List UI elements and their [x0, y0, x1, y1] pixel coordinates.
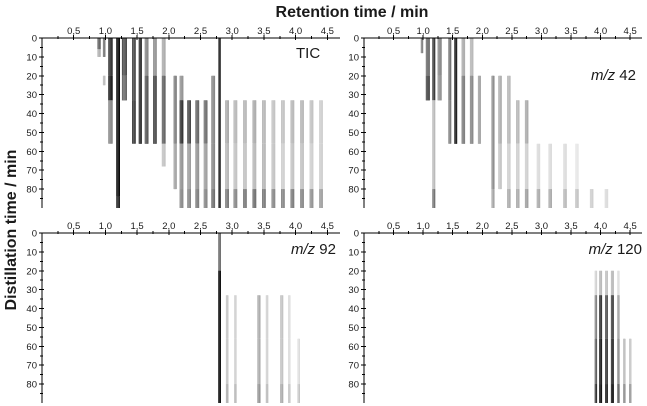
panels-group: 0,5 1,0 1,5 2,0 2,5 3,0 3,5 4,0 4,5 0 10 20 30 40 50 60… — [26, 26, 642, 403]
y-tick-label: 50 — [26, 323, 37, 334]
x-tick-label: 2,0 — [476, 221, 489, 232]
x-tick-label: 4,5 — [624, 26, 637, 37]
y-tick-label: 80 — [348, 380, 359, 391]
x-tick-label: 2,5 — [194, 221, 207, 232]
y-tick-label: 30 — [26, 285, 37, 296]
x-tick-label: 2,5 — [194, 26, 207, 37]
y-tick-label: 70 — [26, 361, 37, 372]
y-tick-label: 20 — [348, 266, 359, 277]
y-tick-label: 20 — [348, 71, 359, 82]
x-tick-label: 3,0 — [535, 221, 548, 232]
x-tick-label: 3,0 — [535, 26, 548, 37]
x-tick-label: 1,0 — [417, 221, 430, 232]
y-tick-label: 40 — [348, 304, 359, 315]
x-tick-label: 3,5 — [564, 26, 577, 37]
x-tick-label: 1,0 — [417, 26, 430, 37]
y-tick-label: 70 — [348, 361, 359, 372]
y-tick-label: 0 — [32, 34, 37, 45]
panel-label: m/z 120 — [589, 241, 642, 258]
x-tick-label: 1,0 — [99, 221, 112, 232]
y-tick-label: 40 — [26, 109, 37, 120]
x-tick-label: 0,5 — [387, 221, 400, 232]
y-tick-label: 40 — [26, 304, 37, 315]
x-tick-label: 3,5 — [564, 221, 577, 232]
x-tick-label: 1,5 — [130, 26, 143, 37]
x-tick-label: 4,0 — [289, 221, 302, 232]
y-tick-label: 60 — [26, 147, 37, 158]
y-tick-label: 20 — [26, 266, 37, 277]
y-tick-label: 50 — [348, 323, 359, 334]
x-tick-label: 4,0 — [594, 221, 607, 232]
panel-m-z-92: 0,5 1,0 1,5 2,0 2,5 3,0 3,5 4,0 4,5 0 10 20 30 40 50 60… — [26, 221, 340, 403]
x-tick-label: 1,0 — [99, 26, 112, 37]
x-tick-label: 1,5 — [446, 221, 459, 232]
x-tick-label: 4,0 — [289, 26, 302, 37]
x-tick-label: 2,5 — [505, 26, 518, 37]
y-tick-label: 50 — [26, 128, 37, 139]
panel-label: m/z 42 — [591, 67, 636, 84]
x-tick-label: 2,0 — [162, 26, 175, 37]
y-tick-label: 10 — [348, 52, 359, 63]
x-tick-label: 4,5 — [321, 221, 334, 232]
y-tick-label: 10 — [26, 52, 37, 63]
panel-label: TIC — [296, 45, 320, 62]
x-tick-label: 2,0 — [162, 221, 175, 232]
y-tick-label: 70 — [348, 166, 359, 177]
x-tick-label: 3,5 — [257, 26, 270, 37]
x-tick-label: 0,5 — [387, 26, 400, 37]
y-axis-title: Distillation time / min — [3, 150, 20, 311]
x-tick-label: 3,0 — [226, 221, 239, 232]
y-tick-label: 80 — [26, 185, 37, 196]
y-tick-label: 60 — [26, 342, 37, 353]
y-tick-label: 40 — [348, 109, 359, 120]
y-tick-label: 30 — [26, 90, 37, 101]
x-axis-title: Retention time / min — [276, 4, 429, 21]
y-tick-label: 0 — [32, 229, 37, 240]
x-tick-label: 3,5 — [257, 221, 270, 232]
x-tick-label: 0,5 — [67, 221, 80, 232]
y-tick-label: 80 — [26, 380, 37, 391]
y-tick-label: 10 — [348, 247, 359, 258]
panel-m-z-42: 0,5 1,0 1,5 2,0 2,5 3,0 3,5 4,0 4,5 0 10 20 30 40 50 60… — [348, 26, 642, 208]
y-tick-label: 0 — [354, 34, 359, 45]
x-tick-label: 3,0 — [226, 26, 239, 37]
x-tick-label: 2,0 — [476, 26, 489, 37]
y-tick-label: 0 — [354, 229, 359, 240]
y-tick-label: 70 — [26, 166, 37, 177]
y-tick-label: 30 — [348, 285, 359, 296]
panel-m-z-120: 0,5 1,0 1,5 2,0 2,5 3,0 3,5 4,0 4,5 0 10 20 30 40 50 60… — [348, 221, 642, 403]
y-tick-label: 50 — [348, 128, 359, 139]
x-tick-label: 2,5 — [505, 221, 518, 232]
x-tick-label: 4,5 — [321, 26, 334, 37]
y-tick-label: 10 — [26, 247, 37, 258]
y-tick-label: 20 — [26, 71, 37, 82]
panel-label: m/z 92 — [291, 241, 336, 258]
y-tick-label: 60 — [348, 342, 359, 353]
y-tick-label: 30 — [348, 90, 359, 101]
x-tick-label: 4,5 — [624, 221, 637, 232]
x-tick-label: 4,0 — [594, 26, 607, 37]
panel-tic: 0,5 1,0 1,5 2,0 2,5 3,0 3,5 4,0 4,5 0 10 20 30 40 50 60… — [26, 26, 340, 208]
x-tick-label: 1,5 — [446, 26, 459, 37]
x-tick-label: 1,5 — [130, 221, 143, 232]
x-tick-label: 0,5 — [67, 26, 80, 37]
y-tick-label: 60 — [348, 147, 359, 158]
y-tick-label: 80 — [348, 185, 359, 196]
